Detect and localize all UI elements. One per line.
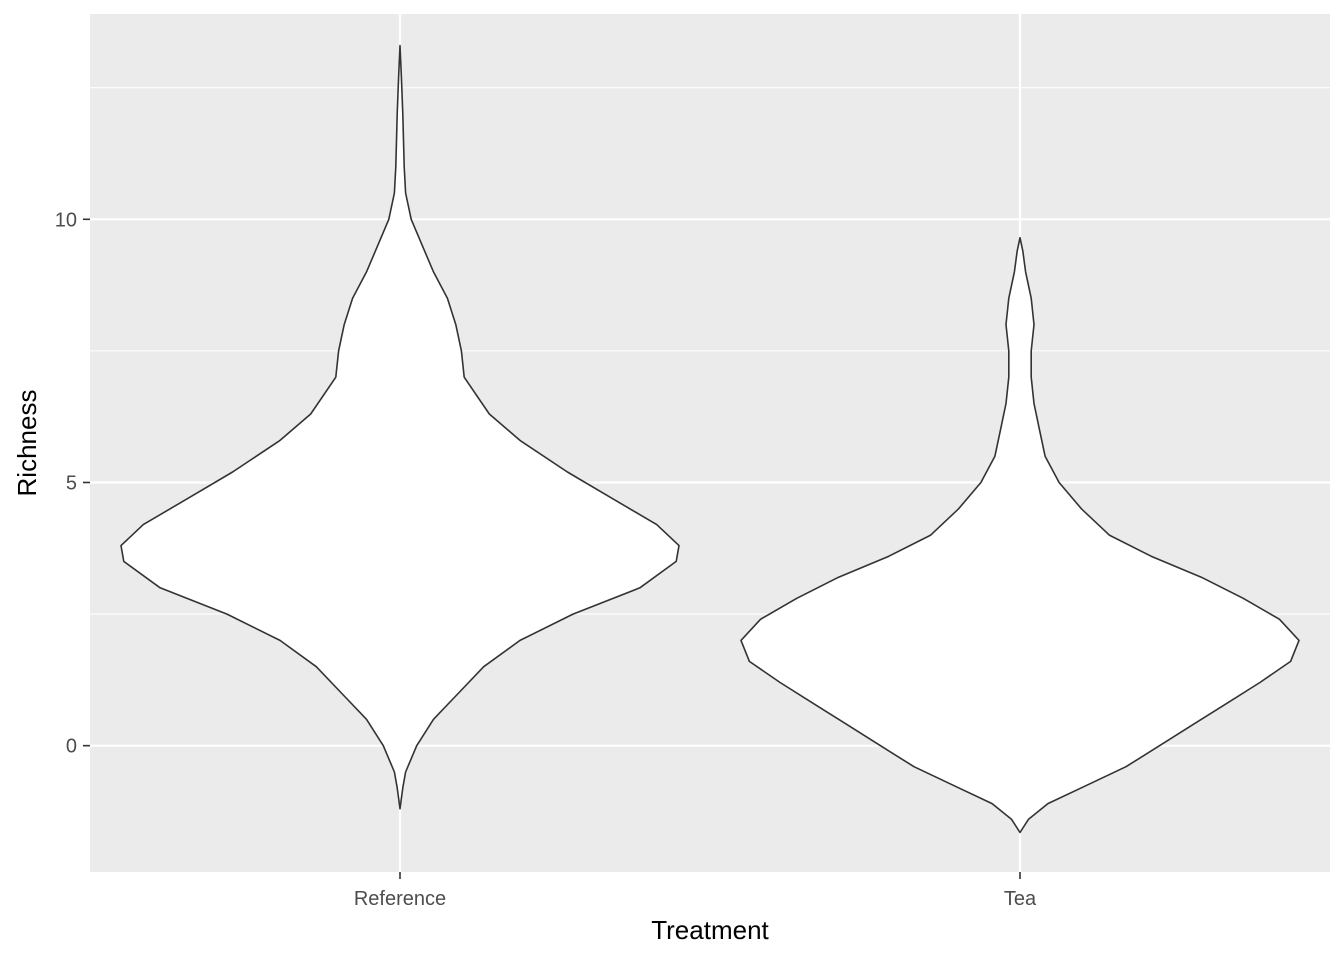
y-axis-title: Richness	[12, 390, 42, 497]
x-tick-label: Reference	[354, 888, 446, 910]
violin-tea	[740, 236, 1300, 834]
y-tick-label: 5	[66, 472, 77, 494]
violin-reference	[120, 44, 680, 810]
axes: 0 5 10 Reference Tea	[55, 209, 1037, 910]
x-axis-title: Treatment	[651, 915, 769, 945]
violins	[120, 44, 1300, 834]
y-tick-label: 10	[55, 209, 77, 231]
y-tick-label: 0	[66, 736, 77, 758]
x-tick-label: Tea	[1004, 888, 1037, 910]
